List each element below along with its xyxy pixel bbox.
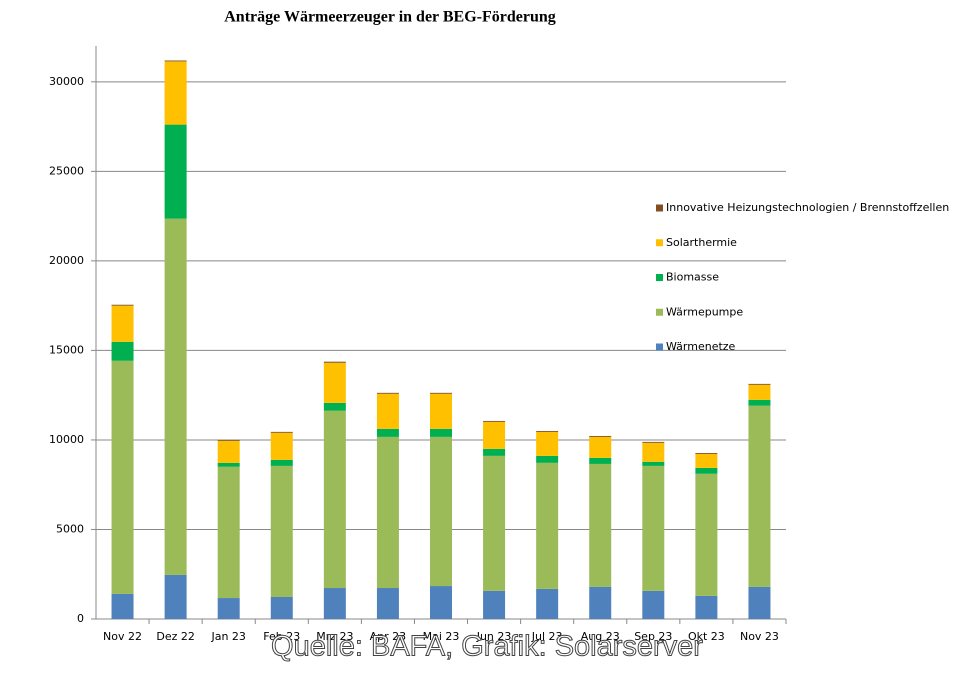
x-tick-label: Jun 23 xyxy=(476,630,512,643)
bar-segment xyxy=(642,461,665,466)
bar-segment xyxy=(536,430,559,432)
bar-segment xyxy=(748,384,771,400)
bar-segment xyxy=(376,588,399,619)
y-tick-label: 0 xyxy=(77,612,84,625)
legend-label: Wärmenetze xyxy=(666,340,736,353)
chart-title: Anträge Wärmeerzeuger in der BEG-Förderu… xyxy=(224,9,556,26)
bar-segment xyxy=(270,596,293,619)
x-tick-label: Sep 23 xyxy=(634,630,672,643)
annotation: Quelle: BAFA, Grafik: Solarserver xyxy=(271,631,703,663)
bar-segment xyxy=(642,442,665,462)
x-tick-label: Mai 23 xyxy=(423,630,460,643)
x-tick-label: Mrz 23 xyxy=(316,630,353,643)
bar-segment xyxy=(748,586,771,619)
y-tick-label: 15000 xyxy=(49,343,84,356)
bar-segment xyxy=(270,459,293,466)
bar-segment xyxy=(164,60,187,62)
x-tick-label: Aug 23 xyxy=(581,630,620,643)
y-tick-label: 5000 xyxy=(56,522,84,535)
bar-segment xyxy=(270,432,293,460)
bar-segment xyxy=(642,465,665,591)
bar-segment xyxy=(695,453,718,468)
bar-segment xyxy=(536,431,559,456)
bar-segment xyxy=(164,61,187,125)
bar-segment xyxy=(164,124,187,219)
x-tick-label: Jan 23 xyxy=(210,630,245,643)
bar-segment xyxy=(217,598,240,619)
bar-segment xyxy=(323,362,346,403)
bar-segment xyxy=(589,457,612,464)
bar-segment xyxy=(589,435,612,437)
bar-segment xyxy=(430,392,452,394)
bar-segment xyxy=(430,436,452,587)
bar-segment xyxy=(111,341,134,361)
legend-label: Biomasse xyxy=(666,271,719,284)
x-tick-label: Okt 23 xyxy=(688,630,725,643)
bar-segment xyxy=(111,305,134,342)
y-tick-label: 10000 xyxy=(49,433,84,446)
bar-segment xyxy=(376,428,399,437)
y-tick-label: 25000 xyxy=(49,164,84,177)
bar-segment xyxy=(323,410,346,589)
x-tick-label: Nov 23 xyxy=(740,630,779,643)
bar-segment xyxy=(483,421,506,449)
legend-swatch xyxy=(656,343,663,351)
bar-segment xyxy=(111,360,134,594)
x-tick-label: Jul 23 xyxy=(531,630,563,643)
legend-swatch xyxy=(656,239,663,247)
bar-segment xyxy=(536,462,559,589)
bar-segment xyxy=(695,453,718,454)
bar-segment xyxy=(642,590,665,619)
bar-segment xyxy=(536,455,559,463)
bar-segment xyxy=(748,405,771,587)
x-tick-label: Apr 23 xyxy=(370,630,407,643)
bar-segment xyxy=(536,588,559,619)
legend-swatch xyxy=(656,308,663,316)
bar-segment xyxy=(483,590,506,619)
bar-segment xyxy=(376,393,399,429)
bar-segment xyxy=(695,473,718,596)
bar-segment xyxy=(270,465,293,597)
bar-segment xyxy=(589,463,612,587)
bar-segment xyxy=(164,218,187,575)
legend-swatch xyxy=(656,204,663,212)
bar-segment xyxy=(483,448,506,456)
legend-swatch xyxy=(656,274,663,281)
bar-segment xyxy=(323,588,346,619)
bar-segment xyxy=(217,439,240,441)
x-tick-label: Dez 22 xyxy=(156,630,195,643)
bar-segment xyxy=(483,455,506,591)
bar-segment xyxy=(430,393,452,429)
bar-segment xyxy=(483,420,506,422)
bar-segment xyxy=(589,586,612,619)
bar-segment xyxy=(642,441,665,443)
bar-segment xyxy=(695,595,718,619)
bar-segment xyxy=(376,436,399,589)
bar-segment xyxy=(430,428,452,437)
bar-segment xyxy=(111,593,134,619)
bar-segment xyxy=(589,436,612,458)
bar-segment xyxy=(217,466,240,599)
bar-segment xyxy=(376,392,399,394)
legend-label: Wärmepumpe xyxy=(666,305,743,318)
y-tick-label: 30000 xyxy=(49,75,84,88)
legend-label: Solarthermie xyxy=(666,236,737,249)
bar-segment xyxy=(323,361,346,363)
bar-segment xyxy=(111,304,134,306)
bar-segment xyxy=(270,431,293,433)
legend-label: Innovative Heizungstechnologien / Brenns… xyxy=(666,201,949,214)
bar-segment xyxy=(430,586,452,619)
bar-segment xyxy=(323,402,346,411)
x-tick-label: Feb 23 xyxy=(263,630,300,643)
x-tick-label: Nov 22 xyxy=(103,630,142,643)
bar-segment xyxy=(748,399,771,406)
bar-segment xyxy=(217,462,240,467)
y-tick-label: 20000 xyxy=(49,254,84,267)
bar-segment xyxy=(748,383,771,385)
bar-segment xyxy=(695,467,718,474)
bar-segment xyxy=(164,574,187,619)
bar-segment xyxy=(217,440,240,463)
